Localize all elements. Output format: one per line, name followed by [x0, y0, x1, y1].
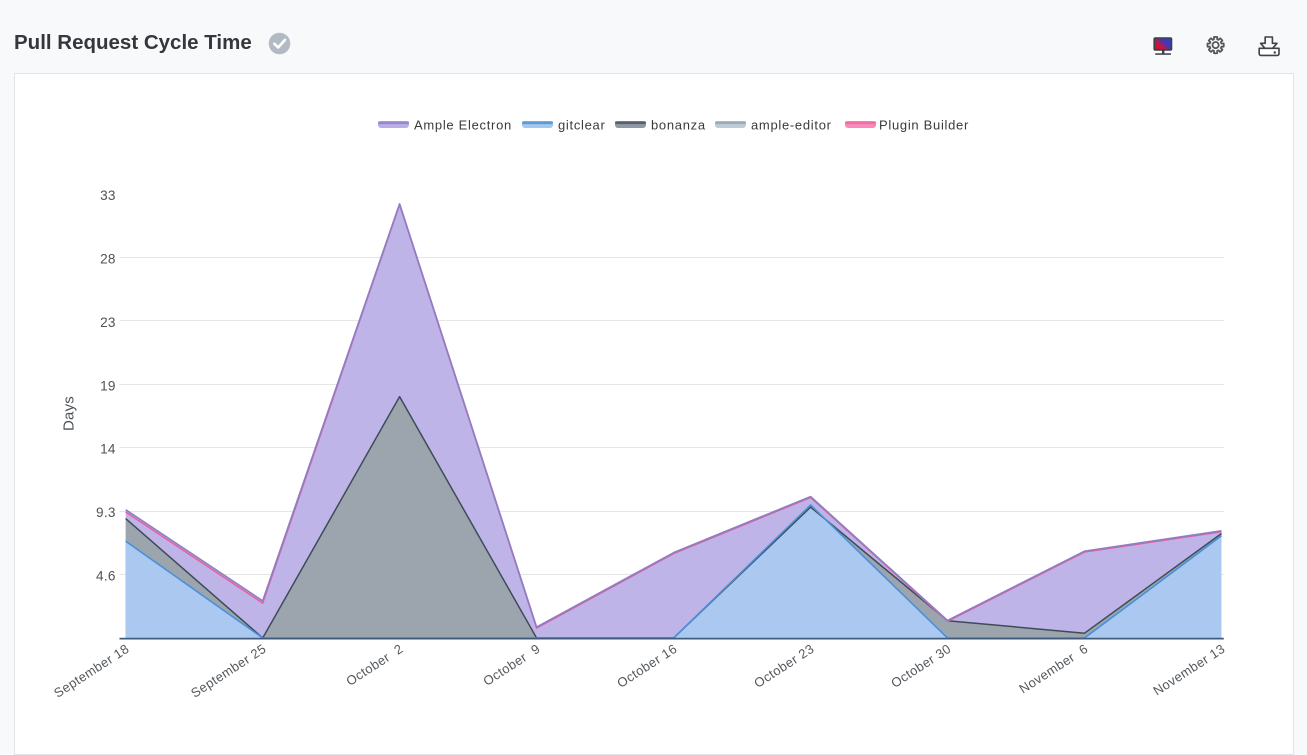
svg-text:September 18: September 18	[51, 641, 132, 701]
svg-text:Ample Electron: Ample Electron	[414, 117, 512, 132]
svg-text:4.6: 4.6	[96, 569, 116, 584]
svg-text:October 16: October 16	[614, 641, 679, 691]
svg-text:October 30: October 30	[888, 641, 953, 691]
svg-text:ample-editor: ample-editor	[751, 117, 832, 132]
svg-text:Plugin Builder: Plugin Builder	[879, 117, 969, 132]
svg-text:November 6: November 6	[1016, 641, 1090, 697]
svg-text:Days: Days	[61, 396, 78, 431]
svg-text:19: 19	[100, 378, 116, 393]
svg-text:October 23: October 23	[751, 641, 816, 691]
svg-text:28: 28	[100, 251, 116, 266]
svg-text:14: 14	[100, 442, 116, 457]
svg-text:9.3: 9.3	[96, 505, 116, 520]
svg-text:September 25: September 25	[188, 641, 269, 701]
svg-text:October 9: October 9	[480, 641, 542, 689]
svg-text:November 13: November 13	[1150, 641, 1227, 698]
svg-text:gitclear: gitclear	[558, 117, 606, 132]
svg-text:bonanza: bonanza	[651, 117, 706, 132]
svg-text:33: 33	[100, 188, 116, 203]
svg-text:October 2: October 2	[343, 641, 405, 689]
svg-text:23: 23	[100, 315, 116, 330]
